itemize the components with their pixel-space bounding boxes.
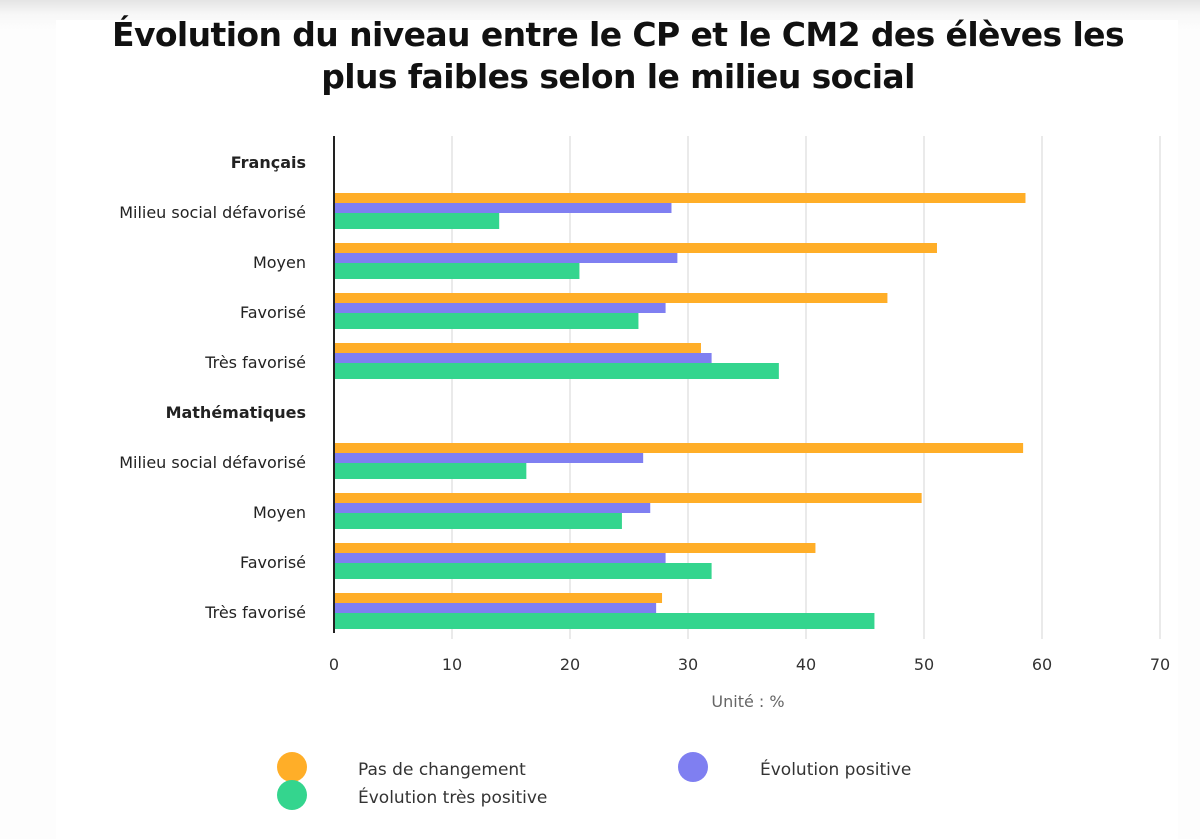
category-label: Moyen — [253, 253, 306, 272]
bar-pas-de-changement — [335, 443, 1024, 453]
bar-evolution-tres-positive — [335, 513, 622, 529]
group-label: Mathématiques — [166, 403, 306, 422]
bar-evolution-tres-positive — [335, 363, 779, 379]
group-label: Français — [231, 153, 306, 172]
chart-title: Évolution du niveau entre le CP et le CM… — [0, 14, 1200, 98]
category-label: Favorisé — [240, 553, 306, 572]
category-label: Très favorisé — [204, 353, 306, 372]
legend-swatch-evolution-positive — [678, 752, 708, 782]
legend-label-evolution-tres-positive[interactable]: Évolution très positive — [358, 786, 547, 808]
x-tick-label: 60 — [1032, 655, 1052, 674]
category-labels: Français Milieu social défavorisé Moyen Fav… — [119, 153, 306, 622]
bar-evolution-tres-positive — [335, 263, 580, 279]
legend-label-evolution-positive[interactable]: Évolution positive — [760, 758, 911, 780]
bar-pas-de-changement — [335, 293, 888, 303]
bar-evolution-tres-positive — [335, 613, 875, 629]
bar-pas-de-changement — [335, 193, 1026, 203]
category-label: Moyen — [253, 503, 306, 522]
category-label: Très favorisé — [204, 603, 306, 622]
bar-evolution-positive — [335, 603, 657, 613]
bar-evolution-positive — [335, 503, 651, 513]
bar-evolution-positive — [335, 453, 644, 463]
x-tick-label: 50 — [914, 655, 934, 674]
bar-evolution-positive — [335, 353, 712, 363]
legend-swatch-pas-de-changement — [277, 752, 307, 782]
chart-panel — [56, 20, 1178, 839]
bar-evolution-tres-positive — [335, 563, 712, 579]
bar-pas-de-changement — [335, 243, 937, 253]
bar-evolution-positive — [335, 253, 678, 263]
bar-evolution-positive — [335, 203, 672, 213]
x-tick-label: 20 — [560, 655, 580, 674]
legend-label-pas-de-changement[interactable]: Pas de changement — [358, 760, 526, 780]
bar-evolution-tres-positive — [335, 463, 527, 479]
chart-title-line-2: plus faibles selon le milieu social — [321, 57, 915, 96]
bar-pas-de-changement — [335, 343, 701, 353]
category-label: Milieu social défavorisé — [119, 453, 306, 472]
bar-pas-de-changement — [335, 593, 663, 603]
x-tick-label: 10 — [442, 655, 462, 674]
x-tick-label: 40 — [796, 655, 816, 674]
x-tick-label: 0 — [329, 655, 339, 674]
bars — [335, 193, 1026, 629]
bar-evolution-positive — [335, 303, 666, 313]
x-tick-labels: 0 10 20 30 40 50 60 70 — [329, 655, 1170, 674]
x-tick-label: 70 — [1150, 655, 1170, 674]
bar-pas-de-changement — [335, 543, 816, 553]
x-axis-title: Unité : % — [711, 692, 784, 711]
category-label: Favorisé — [240, 303, 306, 322]
legend: Pas de changement Évolution positive Évolu… — [277, 752, 911, 810]
legend-swatch-evolution-tres-positive — [277, 780, 307, 810]
category-label: Milieu social défavorisé — [119, 203, 306, 222]
bar-evolution-tres-positive — [335, 313, 639, 329]
bar-evolution-positive — [335, 553, 666, 563]
x-tick-label: 30 — [678, 655, 698, 674]
chart-title-line-1: Évolution du niveau entre le CP et le CM… — [112, 15, 1125, 54]
bar-pas-de-changement — [335, 493, 922, 503]
bar-evolution-tres-positive — [335, 213, 500, 229]
